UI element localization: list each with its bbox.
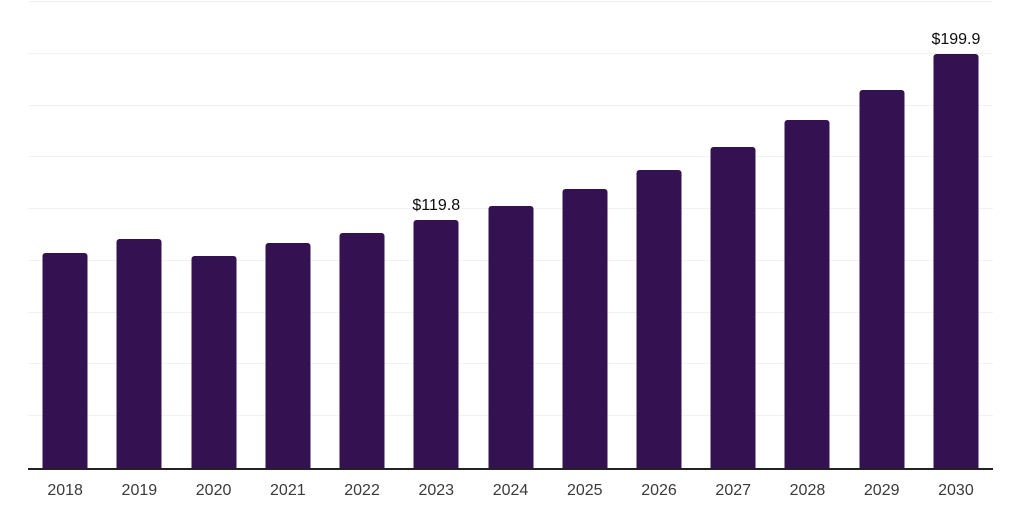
x-tick-2024: 2024 [492,482,529,499]
bar-2027 [710,146,756,468]
bar-value-label-2023: $119.8 [412,196,461,214]
bar-2018 [42,252,88,468]
x-tick-2020: 2020 [195,482,232,499]
bar-slot-2018 [28,2,102,468]
gridline-175 [28,104,993,106]
gridline-150 [28,156,993,158]
x-tick-2025: 2025 [566,482,603,499]
x-tick-2027: 2027 [715,482,752,499]
x-tick-2023: 2023 [418,482,455,499]
bar-slot-2021 [251,2,325,468]
bar-slot-2020 [176,2,250,468]
bar-slot-2019 [102,2,176,468]
x-tick-2030: 2030 [938,482,974,499]
bar-slot-2023: $119.8 [399,2,473,468]
bar-2022 [339,232,385,468]
x-axis-tick-labels: 2018 2019 2020 2021 2022 2023 2024 2025 2026 2027… [28,482,993,500]
bar-slot-2030: $199.9 [919,2,993,468]
bar-slot-2025 [548,2,622,468]
bar-2029 [859,90,905,468]
bar-2021 [265,242,311,468]
bar-2030 [933,54,979,468]
plot-area: $119.8 $199.9 [28,1,993,468]
bar-slot-2028 [770,2,844,468]
gridline-225 [28,1,993,2]
bar-2025 [562,189,608,468]
bar-slot-2029 [845,2,919,468]
bar-slot-2027 [696,2,770,468]
bar-2020 [191,256,237,468]
x-tick-2022: 2022 [344,482,380,499]
x-tick-2021: 2021 [270,482,306,499]
bar-2019 [116,239,162,468]
bar-slot-2024 [473,2,547,468]
x-tick-2018: 2018 [47,482,83,499]
bar-slot-2022 [325,2,399,468]
x-axis-line [28,468,993,470]
bar-2026 [636,169,682,468]
x-tick-2028: 2028 [789,482,826,499]
bar-value-label-2030: $199.9 [931,31,981,48]
x-tick-2019: 2019 [121,482,158,499]
x-tick-2026: 2026 [641,482,677,499]
bar-2028 [784,120,830,468]
bar-2024 [488,206,534,468]
bar-slot-2026 [622,2,696,468]
bar-2023 [413,219,459,468]
x-tick-2029: 2029 [863,482,900,499]
bars-layer: $119.8 $199.9 [28,2,993,468]
gridline-200 [28,52,993,54]
